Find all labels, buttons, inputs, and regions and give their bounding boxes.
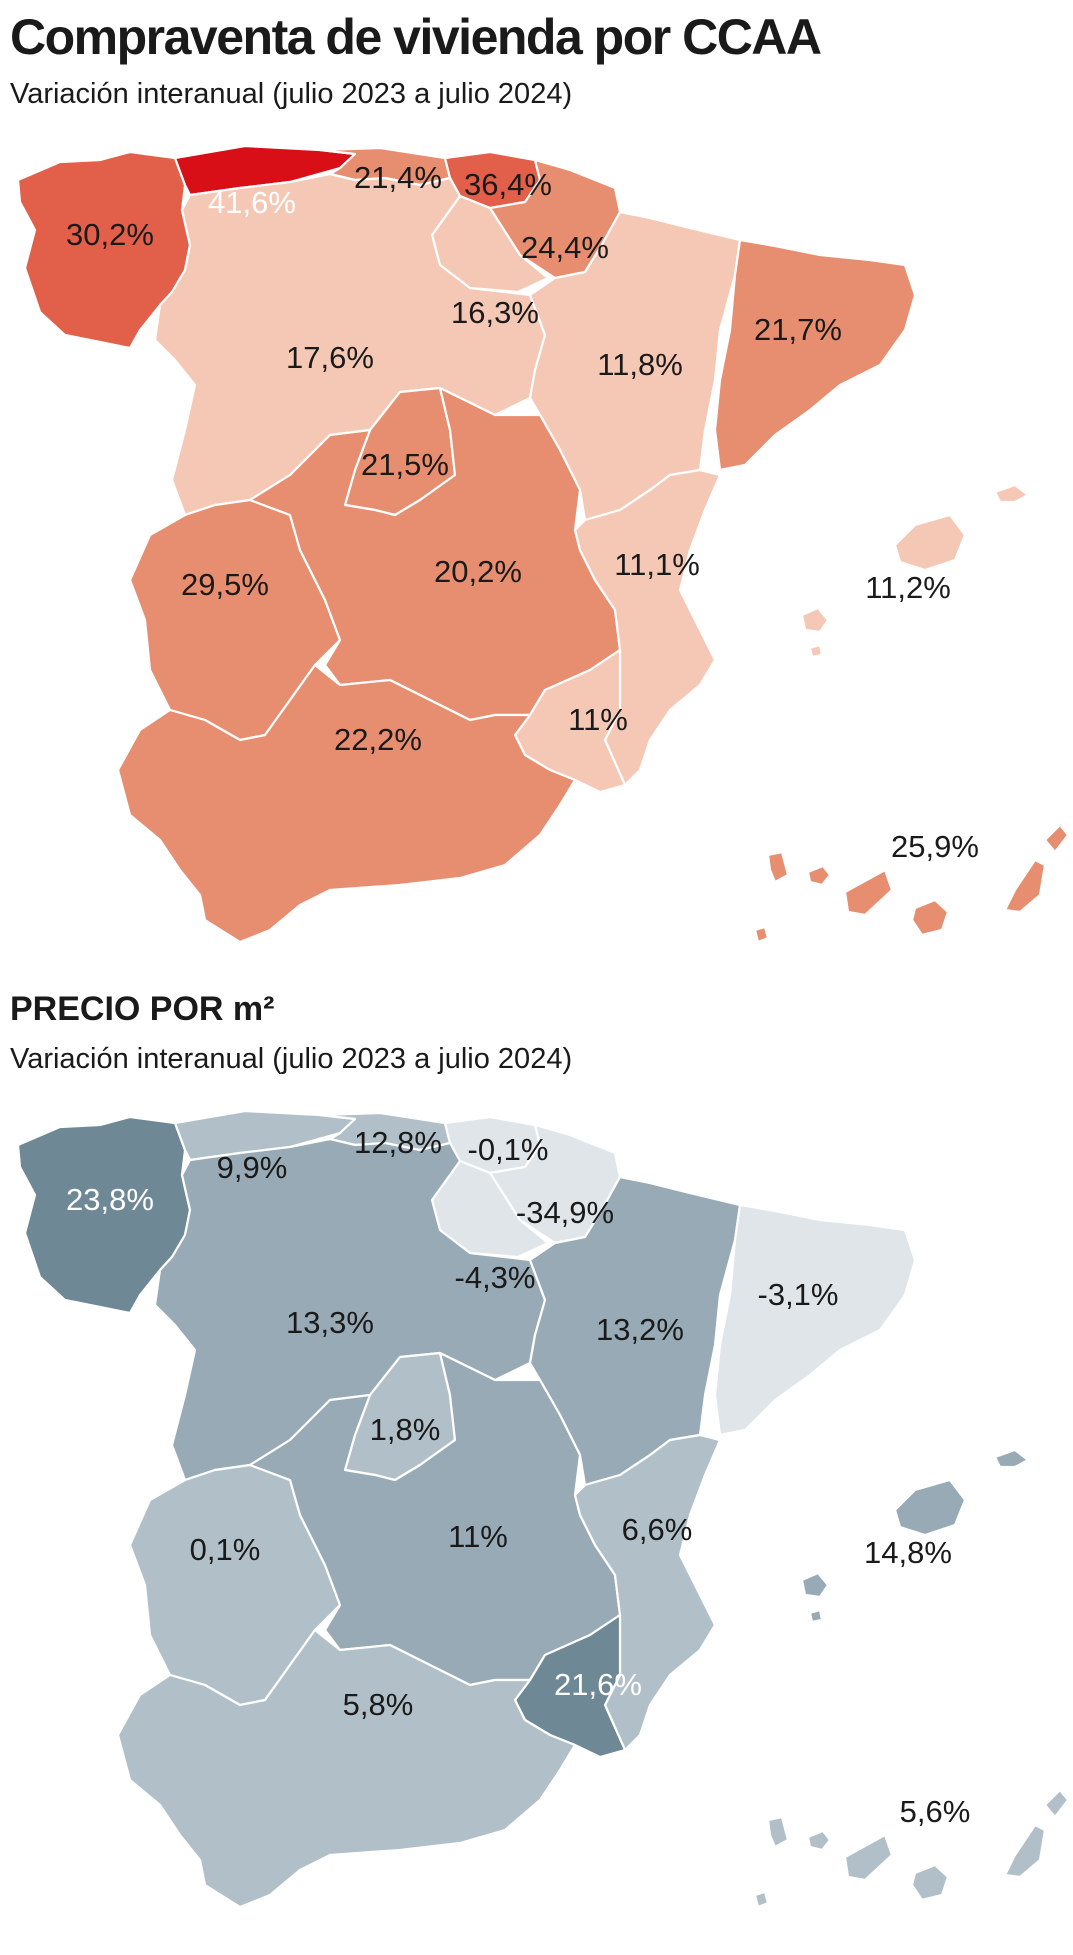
- value-label-cataluna: 21,7%: [754, 312, 842, 347]
- region-illes-balears-2: [993, 483, 1030, 504]
- section-title-precio: PRECIO POR m²: [10, 990, 275, 1028]
- region-comunidad-valenciana: [573, 468, 722, 787]
- value-label-castilla-la-mancha: 20,2%: [434, 554, 522, 589]
- value-label-asturias: 41,6%: [208, 185, 296, 220]
- map-compraventa-svg: 30,2% 41,6% 21,4% 36,4% 24,4% 16,3% 17,6% 11,8%…: [16, 144, 1070, 944]
- value-label-murcia: 21,6%: [554, 1667, 642, 1702]
- region-canarias-7: [753, 925, 770, 944]
- region-andalucia: [116, 663, 577, 944]
- region-asturias: [173, 144, 357, 197]
- region-illes-balears-3: [800, 606, 830, 634]
- region-illes-balears-1: [893, 513, 967, 572]
- region-illes-balears-2: [993, 1448, 1030, 1469]
- region-illes-balears-1: [893, 1478, 967, 1537]
- region-illes-balears-4: [808, 1608, 824, 1624]
- region-canarias-7: [753, 1890, 770, 1909]
- value-label-galicia: 23,8%: [66, 1182, 154, 1217]
- value-label-illes-balears: 14,8%: [864, 1535, 952, 1570]
- region-asturias: [173, 1109, 357, 1162]
- map-precio-svg: 23,8% 9,9% 12,8% -0,1% -34,9% -4,3% 13,3% 13,2%…: [16, 1109, 1070, 1909]
- region-canarias-4: [910, 1863, 950, 1902]
- region-illes-balears-3: [800, 1571, 830, 1599]
- value-label-cantabria: 21,4%: [354, 160, 442, 195]
- value-label-castilla-la-mancha: 11%: [448, 1519, 508, 1554]
- value-label-navarra: -34,9%: [516, 1195, 614, 1230]
- value-label-madrid: 1,8%: [370, 1412, 441, 1447]
- region-canarias-3: [843, 1833, 894, 1882]
- region-illes-balears-4: [808, 643, 824, 659]
- value-label-pais-vasco: 36,4%: [464, 167, 552, 202]
- region-cataluna: [713, 238, 917, 472]
- value-label-murcia: 11%: [568, 702, 628, 737]
- value-label-canarias: 25,9%: [891, 829, 979, 864]
- value-label-cantabria: 12,8%: [354, 1125, 442, 1160]
- region-canarias-2: [806, 1829, 832, 1852]
- value-label-aragon: 11,8%: [597, 347, 683, 382]
- value-label-comunidad-valenciana: 11,1%: [614, 547, 700, 582]
- value-label-navarra: 24,4%: [521, 230, 609, 265]
- region-canarias-5: [1003, 1823, 1047, 1879]
- value-label-la-rioja: 16,3%: [451, 295, 539, 330]
- region-andalucia: [116, 1628, 577, 1909]
- map-precio: 23,8% 9,9% 12,8% -0,1% -34,9% -4,3% 13,3% 13,2%…: [0, 1095, 1073, 1955]
- value-label-andalucia: 5,8%: [343, 1687, 414, 1722]
- value-label-castilla-y-leon: 17,6%: [286, 340, 374, 375]
- region-canarias-6: [1043, 1788, 1070, 1819]
- value-label-extremadura: 29,5%: [181, 567, 269, 602]
- region-canarias-1: [766, 850, 790, 884]
- value-label-la-rioja: -4,3%: [455, 1260, 536, 1295]
- region-comunidad-valenciana: [573, 1433, 722, 1752]
- value-label-cataluna: -3,1%: [758, 1277, 839, 1312]
- region-canarias-4: [910, 898, 950, 937]
- value-label-extremadura: 0,1%: [190, 1532, 261, 1567]
- value-label-galicia: 30,2%: [66, 217, 154, 252]
- region-canarias-3: [843, 868, 894, 917]
- map-compraventa: 30,2% 41,6% 21,4% 36,4% 24,4% 16,3% 17,6% 11,8%…: [0, 130, 1073, 990]
- region-canarias-6: [1043, 823, 1070, 854]
- page-subtitle: Variación interanual (julio 2023 a julio…: [10, 78, 573, 110]
- page-title: Compraventa de vivienda por CCAA: [10, 9, 822, 65]
- region-canarias-1: [766, 1815, 790, 1849]
- region-cataluna: [713, 1203, 917, 1437]
- value-label-comunidad-valenciana: 6,6%: [622, 1512, 693, 1547]
- value-label-asturias: 9,9%: [217, 1150, 288, 1185]
- region-canarias-5: [1003, 858, 1047, 914]
- value-label-andalucia: 22,2%: [334, 722, 422, 757]
- section-subtitle-precio: Variación interanual (julio 2023 a julio…: [10, 1043, 573, 1075]
- value-label-canarias: 5,6%: [900, 1794, 971, 1829]
- value-label-castilla-y-leon: 13,3%: [286, 1305, 374, 1340]
- value-label-pais-vasco: -0,1%: [468, 1132, 549, 1167]
- value-label-aragon: 13,2%: [596, 1312, 684, 1347]
- region-canarias-2: [806, 864, 832, 887]
- value-label-illes-balears: 11,2%: [865, 570, 951, 605]
- value-label-madrid: 21,5%: [361, 447, 449, 482]
